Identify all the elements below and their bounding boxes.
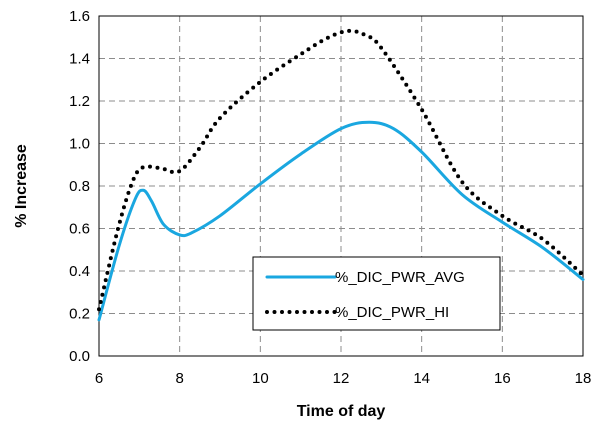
legend-label-avg: %_DIC_PWR_AVG xyxy=(335,269,465,286)
x-tick-label: 18 xyxy=(575,370,592,387)
x-tick-label: 14 xyxy=(413,370,430,387)
legend-label-hi: %_DIC_PWR_HI xyxy=(335,304,449,321)
x-tick-label: 6 xyxy=(95,370,103,387)
x-axis-title: Time of day xyxy=(297,403,386,420)
y-tick-label: 0.0 xyxy=(69,348,90,365)
y-tick-label: 1.0 xyxy=(69,136,90,153)
y-tick-label: 1.2 xyxy=(69,93,90,110)
y-tick-label: 1.4 xyxy=(69,51,90,68)
y-axis-title: % Increase xyxy=(13,144,30,228)
x-tick-label: 8 xyxy=(175,370,183,387)
y-tick-label: 1.6 xyxy=(69,8,90,25)
y-tick-label: 0.8 xyxy=(69,178,90,195)
tick-labels: 6 8 10 12 14 16 18 0.0 0.2 0.4 0.6 0.8 1.0 1.2 1.4 1.6 xyxy=(69,8,591,387)
legend: %_DIC_PWR_AVG %_DIC_PWR_HI xyxy=(252,256,501,331)
plot-frame xyxy=(98,15,584,357)
series-layer xyxy=(97,28,585,322)
y-tick-label: 0.2 xyxy=(69,306,90,323)
x-tick-label: 16 xyxy=(494,370,511,387)
series-line-hi xyxy=(97,28,585,312)
x-tick-label: 10 xyxy=(252,370,269,387)
y-tick-label: 0.4 xyxy=(69,263,90,280)
y-tick-label: 0.6 xyxy=(69,221,90,238)
x-tick-label: 12 xyxy=(333,370,350,387)
legend-box xyxy=(252,256,501,331)
series-line-avg xyxy=(97,120,585,322)
